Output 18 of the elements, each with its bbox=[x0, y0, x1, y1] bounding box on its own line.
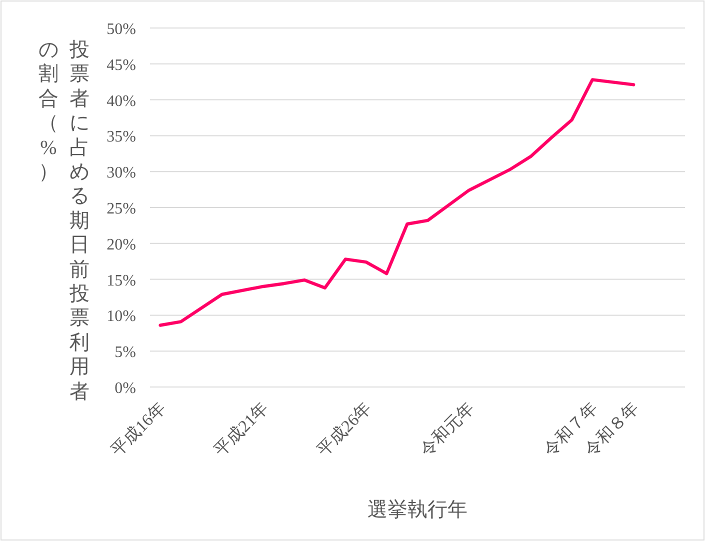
y-tick-label: 50% bbox=[106, 21, 136, 38]
x-axis-title: 選挙執行年 bbox=[368, 499, 468, 521]
line-series bbox=[158, 78, 636, 327]
x-tick-label: 平成26年 bbox=[313, 398, 375, 460]
y-tick-label: 35% bbox=[106, 128, 136, 146]
y-tick-label: 5% bbox=[114, 344, 136, 362]
x-tick-label: 平成16年 bbox=[108, 398, 170, 460]
x-tick-label: 令和元年 bbox=[416, 398, 478, 460]
y-tick-label: 10% bbox=[106, 308, 136, 326]
y-tick-label: 20% bbox=[106, 236, 136, 254]
y-tick-label: 45% bbox=[106, 56, 136, 74]
y-tick-label: 40% bbox=[106, 92, 136, 110]
text: 投票者に占める期日前投票利用者の割合（%） bbox=[38, 39, 90, 403]
y-tick-label: 30% bbox=[106, 164, 136, 182]
y-tick-label: 25% bbox=[106, 200, 136, 218]
y-tick-label: 0% bbox=[114, 380, 136, 397]
x-tick-label: 平成21年 bbox=[210, 398, 272, 460]
y-tick-label: 15% bbox=[106, 272, 136, 290]
